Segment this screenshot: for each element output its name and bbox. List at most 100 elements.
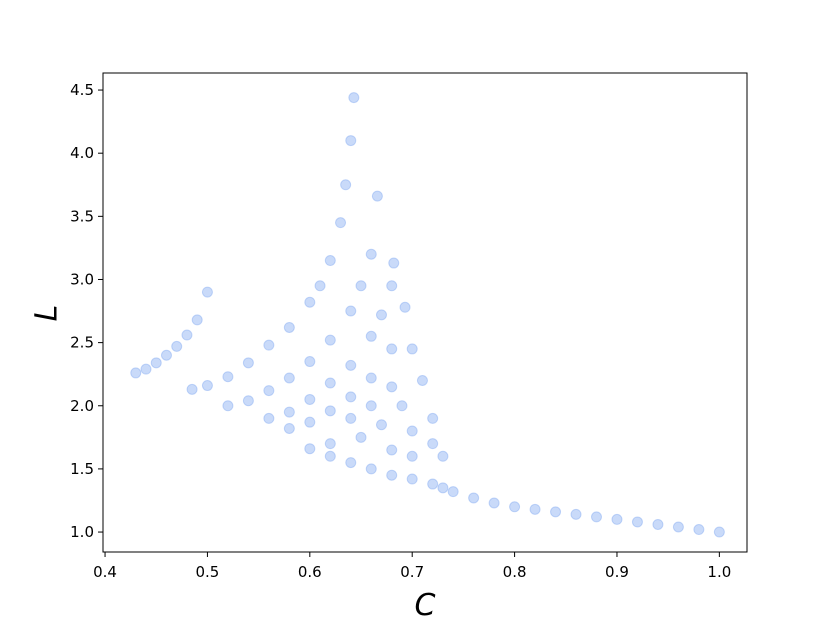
point xyxy=(345,391,357,403)
point xyxy=(304,416,316,428)
point xyxy=(365,463,377,475)
point xyxy=(304,443,316,455)
point xyxy=(437,450,449,462)
point xyxy=(375,419,387,431)
x-tick-label: 0.5 xyxy=(196,563,220,581)
point xyxy=(314,280,326,292)
point xyxy=(631,516,643,528)
point xyxy=(335,217,347,229)
y-tick-label: 2.5 xyxy=(70,334,94,352)
point xyxy=(324,334,336,346)
point xyxy=(263,412,275,424)
point xyxy=(345,305,357,317)
point xyxy=(396,400,408,412)
point xyxy=(406,343,418,355)
point xyxy=(388,257,400,269)
point xyxy=(488,497,500,509)
point xyxy=(345,359,357,371)
point xyxy=(365,400,377,412)
point xyxy=(283,321,295,333)
y-tick-label: 3.0 xyxy=(70,270,94,288)
point xyxy=(191,314,203,326)
x-tick-label: 0.7 xyxy=(400,563,424,581)
point xyxy=(242,395,254,407)
point xyxy=(345,457,357,469)
point xyxy=(550,506,562,518)
point xyxy=(171,340,183,352)
y-tick-label: 1.0 xyxy=(70,523,94,541)
point xyxy=(713,526,725,538)
point xyxy=(693,524,705,536)
point xyxy=(324,377,336,389)
point xyxy=(345,135,357,147)
point xyxy=(140,363,152,375)
point xyxy=(365,372,377,384)
point xyxy=(386,343,398,355)
point xyxy=(304,296,316,308)
point xyxy=(222,400,234,412)
point xyxy=(355,280,367,292)
point xyxy=(340,179,352,191)
y-axis-title: L xyxy=(30,305,65,322)
point xyxy=(386,469,398,481)
point xyxy=(324,438,336,450)
point xyxy=(406,473,418,485)
point xyxy=(345,412,357,424)
point xyxy=(509,501,521,513)
y-tick-label: 2.0 xyxy=(70,397,94,415)
point xyxy=(348,92,360,104)
point xyxy=(222,371,234,383)
point xyxy=(283,406,295,418)
point xyxy=(242,357,254,369)
point xyxy=(150,357,162,369)
point xyxy=(406,425,418,437)
point xyxy=(416,375,428,387)
point xyxy=(324,405,336,417)
point xyxy=(570,508,582,520)
point xyxy=(355,431,367,443)
point xyxy=(447,486,459,498)
point xyxy=(186,383,198,395)
point xyxy=(529,503,541,515)
point xyxy=(130,367,142,379)
y-tick-label: 3.5 xyxy=(70,207,94,225)
point xyxy=(283,372,295,384)
plot-frame xyxy=(102,72,748,553)
x-tick-label: 0.9 xyxy=(605,563,629,581)
point xyxy=(611,513,623,525)
point xyxy=(427,438,439,450)
point xyxy=(427,412,439,424)
point xyxy=(201,286,213,298)
point xyxy=(386,444,398,456)
y-tick-label: 4.0 xyxy=(70,144,94,162)
point xyxy=(324,450,336,462)
point xyxy=(427,478,439,490)
point xyxy=(304,356,316,368)
point xyxy=(201,380,213,392)
x-axis-title: C xyxy=(415,588,436,623)
point xyxy=(263,385,275,397)
point xyxy=(181,329,193,341)
point xyxy=(672,521,684,533)
point xyxy=(365,248,377,260)
point xyxy=(386,381,398,393)
point xyxy=(263,339,275,351)
y-tick-label: 1.5 xyxy=(70,460,94,478)
point xyxy=(371,190,383,202)
point xyxy=(375,309,387,321)
point xyxy=(437,482,449,494)
point xyxy=(324,255,336,267)
x-tick-label: 1.0 xyxy=(707,563,731,581)
x-tick-label: 0.8 xyxy=(503,563,527,581)
point xyxy=(399,301,411,313)
point xyxy=(590,511,602,523)
point xyxy=(160,349,172,361)
point xyxy=(406,450,418,462)
point xyxy=(304,393,316,405)
point xyxy=(365,330,377,342)
point xyxy=(283,422,295,434)
point xyxy=(652,518,664,530)
x-tick-label: 0.4 xyxy=(93,563,117,581)
